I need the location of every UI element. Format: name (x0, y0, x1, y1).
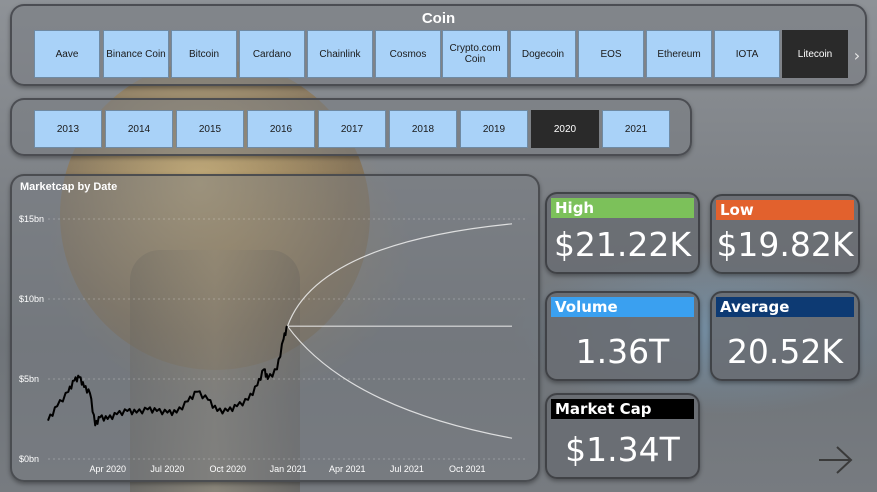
kpi-value: 20.52K (726, 332, 844, 371)
coin-slicer-title: Coin (421, 10, 456, 27)
year-option[interactable]: 2017 (318, 110, 386, 148)
kpi-card-high: High $21.22K (545, 192, 700, 274)
year-option[interactable]: 2019 (460, 110, 528, 148)
x-tick-label: Oct 2020 (210, 464, 247, 474)
coin-option[interactable]: Dogecoin (510, 30, 576, 78)
kpi-value: $19.82K (716, 225, 854, 264)
y-tick-label: $15bn (19, 214, 44, 224)
coin-slicer: Coin Aave Binance Coin Bitcoin Cardano Chain… (10, 4, 867, 86)
year-option[interactable]: 2014 (105, 110, 173, 148)
chart-title: Marketcap by Date (20, 181, 118, 193)
kpi-card-market-cap: Market Cap $1.34T (545, 393, 700, 479)
marketcap-chart: Marketcap by Date $0bn $5bn $10bn $15bn Apr … (10, 174, 540, 482)
marketcap-chart-svg: $0bn $5bn $10bn $15bn Apr 2020 Jul 2020 Oct 20… (19, 214, 527, 474)
marketcap-series-line (47, 325, 289, 427)
kpi-label: Market Cap (551, 399, 694, 419)
chevron-right-icon[interactable]: › (853, 46, 861, 65)
coin-option[interactable]: IOTA (714, 30, 780, 78)
y-tick-label: $10bn (19, 294, 44, 304)
forecast-upper-bound (286, 223, 513, 327)
kpi-value: 1.36T (575, 332, 670, 371)
kpi-label: Volume (551, 297, 694, 317)
year-option[interactable]: 2013 (34, 110, 102, 148)
year-option[interactable]: 2015 (176, 110, 244, 148)
year-option[interactable]: 2016 (247, 110, 315, 148)
coin-option[interactable]: Aave (34, 30, 100, 78)
kpi-card-volume: Volume 1.36T (545, 291, 700, 381)
kpi-card-low: Low $19.82K (710, 194, 860, 274)
coin-option[interactable]: Bitcoin (171, 30, 237, 78)
x-tick-label: Jan 2021 (270, 464, 307, 474)
kpi-card-average: Average 20.52K (710, 291, 860, 381)
arrow-right-icon[interactable] (816, 444, 856, 476)
year-option[interactable]: 2020 (531, 110, 599, 148)
coin-option[interactable]: Litecoin (782, 30, 848, 78)
kpi-label: Average (716, 297, 854, 317)
y-tick-label: $0bn (19, 454, 39, 464)
x-tick-label: Apr 2020 (89, 464, 126, 474)
coin-option[interactable]: Cosmos (375, 30, 441, 78)
year-option[interactable]: 2021 (602, 110, 670, 148)
forecast-lower-bound (287, 325, 513, 439)
coin-option[interactable]: EOS (578, 30, 644, 78)
kpi-value: $21.22K (553, 225, 692, 264)
year-slicer: 2013 2014 2015 2016 2017 2018 2019 2020 2021 (10, 98, 692, 156)
coin-option[interactable]: Binance Coin (103, 30, 169, 78)
coin-option[interactable]: Chainlink (307, 30, 373, 78)
y-tick-label: $5bn (19, 374, 39, 384)
kpi-label: Low (716, 200, 854, 220)
x-tick-label: Jul 2020 (150, 464, 184, 474)
x-tick-label: Jul 2021 (390, 464, 424, 474)
year-option[interactable]: 2018 (389, 110, 457, 148)
coin-option[interactable]: Ethereum (646, 30, 712, 78)
x-tick-label: Oct 2021 (449, 464, 486, 474)
coin-option[interactable]: Cardano (239, 30, 305, 78)
kpi-value: $1.34T (565, 430, 680, 469)
x-tick-label: Apr 2021 (329, 464, 366, 474)
kpi-label: High (551, 198, 694, 218)
coin-option[interactable]: Crypto.com Coin (442, 30, 508, 78)
